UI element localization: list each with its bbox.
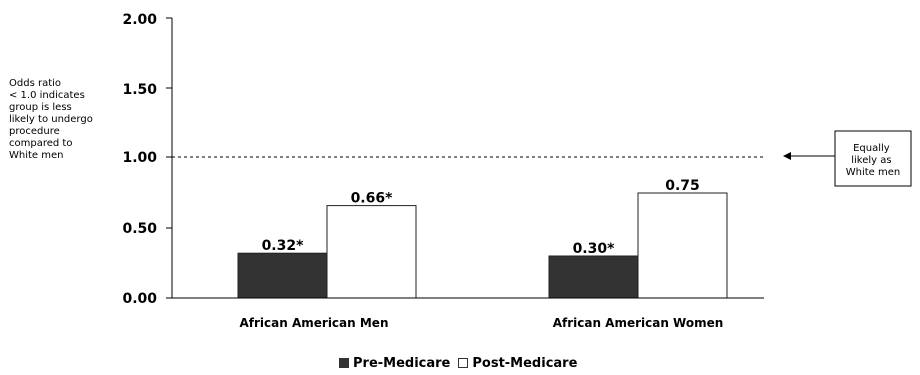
bar-post-medicare-men	[326, 205, 417, 299]
odds-ratio-note: Odds ratio < 1.0 indicates group is less…	[9, 78, 96, 161]
svg-text:Equally likely as: Equally likely as White men	[846, 143, 901, 178]
legend-swatch-pre-medicare	[339, 358, 349, 368]
category-label: African American Men	[240, 316, 389, 330]
bar-pre-medicare-women	[548, 255, 639, 299]
legend-item-pre-medicare: Pre-Medicare	[339, 356, 450, 371]
data-labels: 0.32* 0.66* 0.30* 0.75	[262, 178, 700, 257]
legend-swatch-post-medicare	[458, 358, 469, 368]
legend-label: Post-Medicare	[472, 355, 578, 371]
y-tick-label: 1.50	[122, 82, 157, 98]
legend: Pre-Medicare Post-Medicare	[339, 355, 585, 371]
reference-arrow	[783, 152, 835, 160]
data-label: 0.66*	[351, 191, 394, 207]
data-label: 0.75	[665, 178, 700, 194]
y-tick-label: 1.00	[122, 150, 157, 166]
bar-pre-medicare-men	[237, 252, 328, 299]
y-axis-ticks: 2.00 1.50 1.00 0.50 0.00	[122, 12, 172, 307]
legend-label: Pre-Medicare	[353, 355, 451, 371]
y-tick-label: 0.00	[122, 291, 157, 307]
data-label: 0.30*	[573, 241, 616, 257]
legend-item-post-medicare: Post-Medicare	[458, 356, 577, 371]
equally-likely-box: Equally likely as White men	[834, 130, 912, 187]
y-tick-label: 0.50	[122, 221, 157, 237]
data-label: 0.32*	[262, 238, 305, 254]
bars	[237, 192, 728, 299]
bar-post-medicare-women	[637, 192, 728, 299]
y-tick-label: 2.00	[122, 12, 157, 28]
category-label: African American Women	[553, 316, 724, 330]
